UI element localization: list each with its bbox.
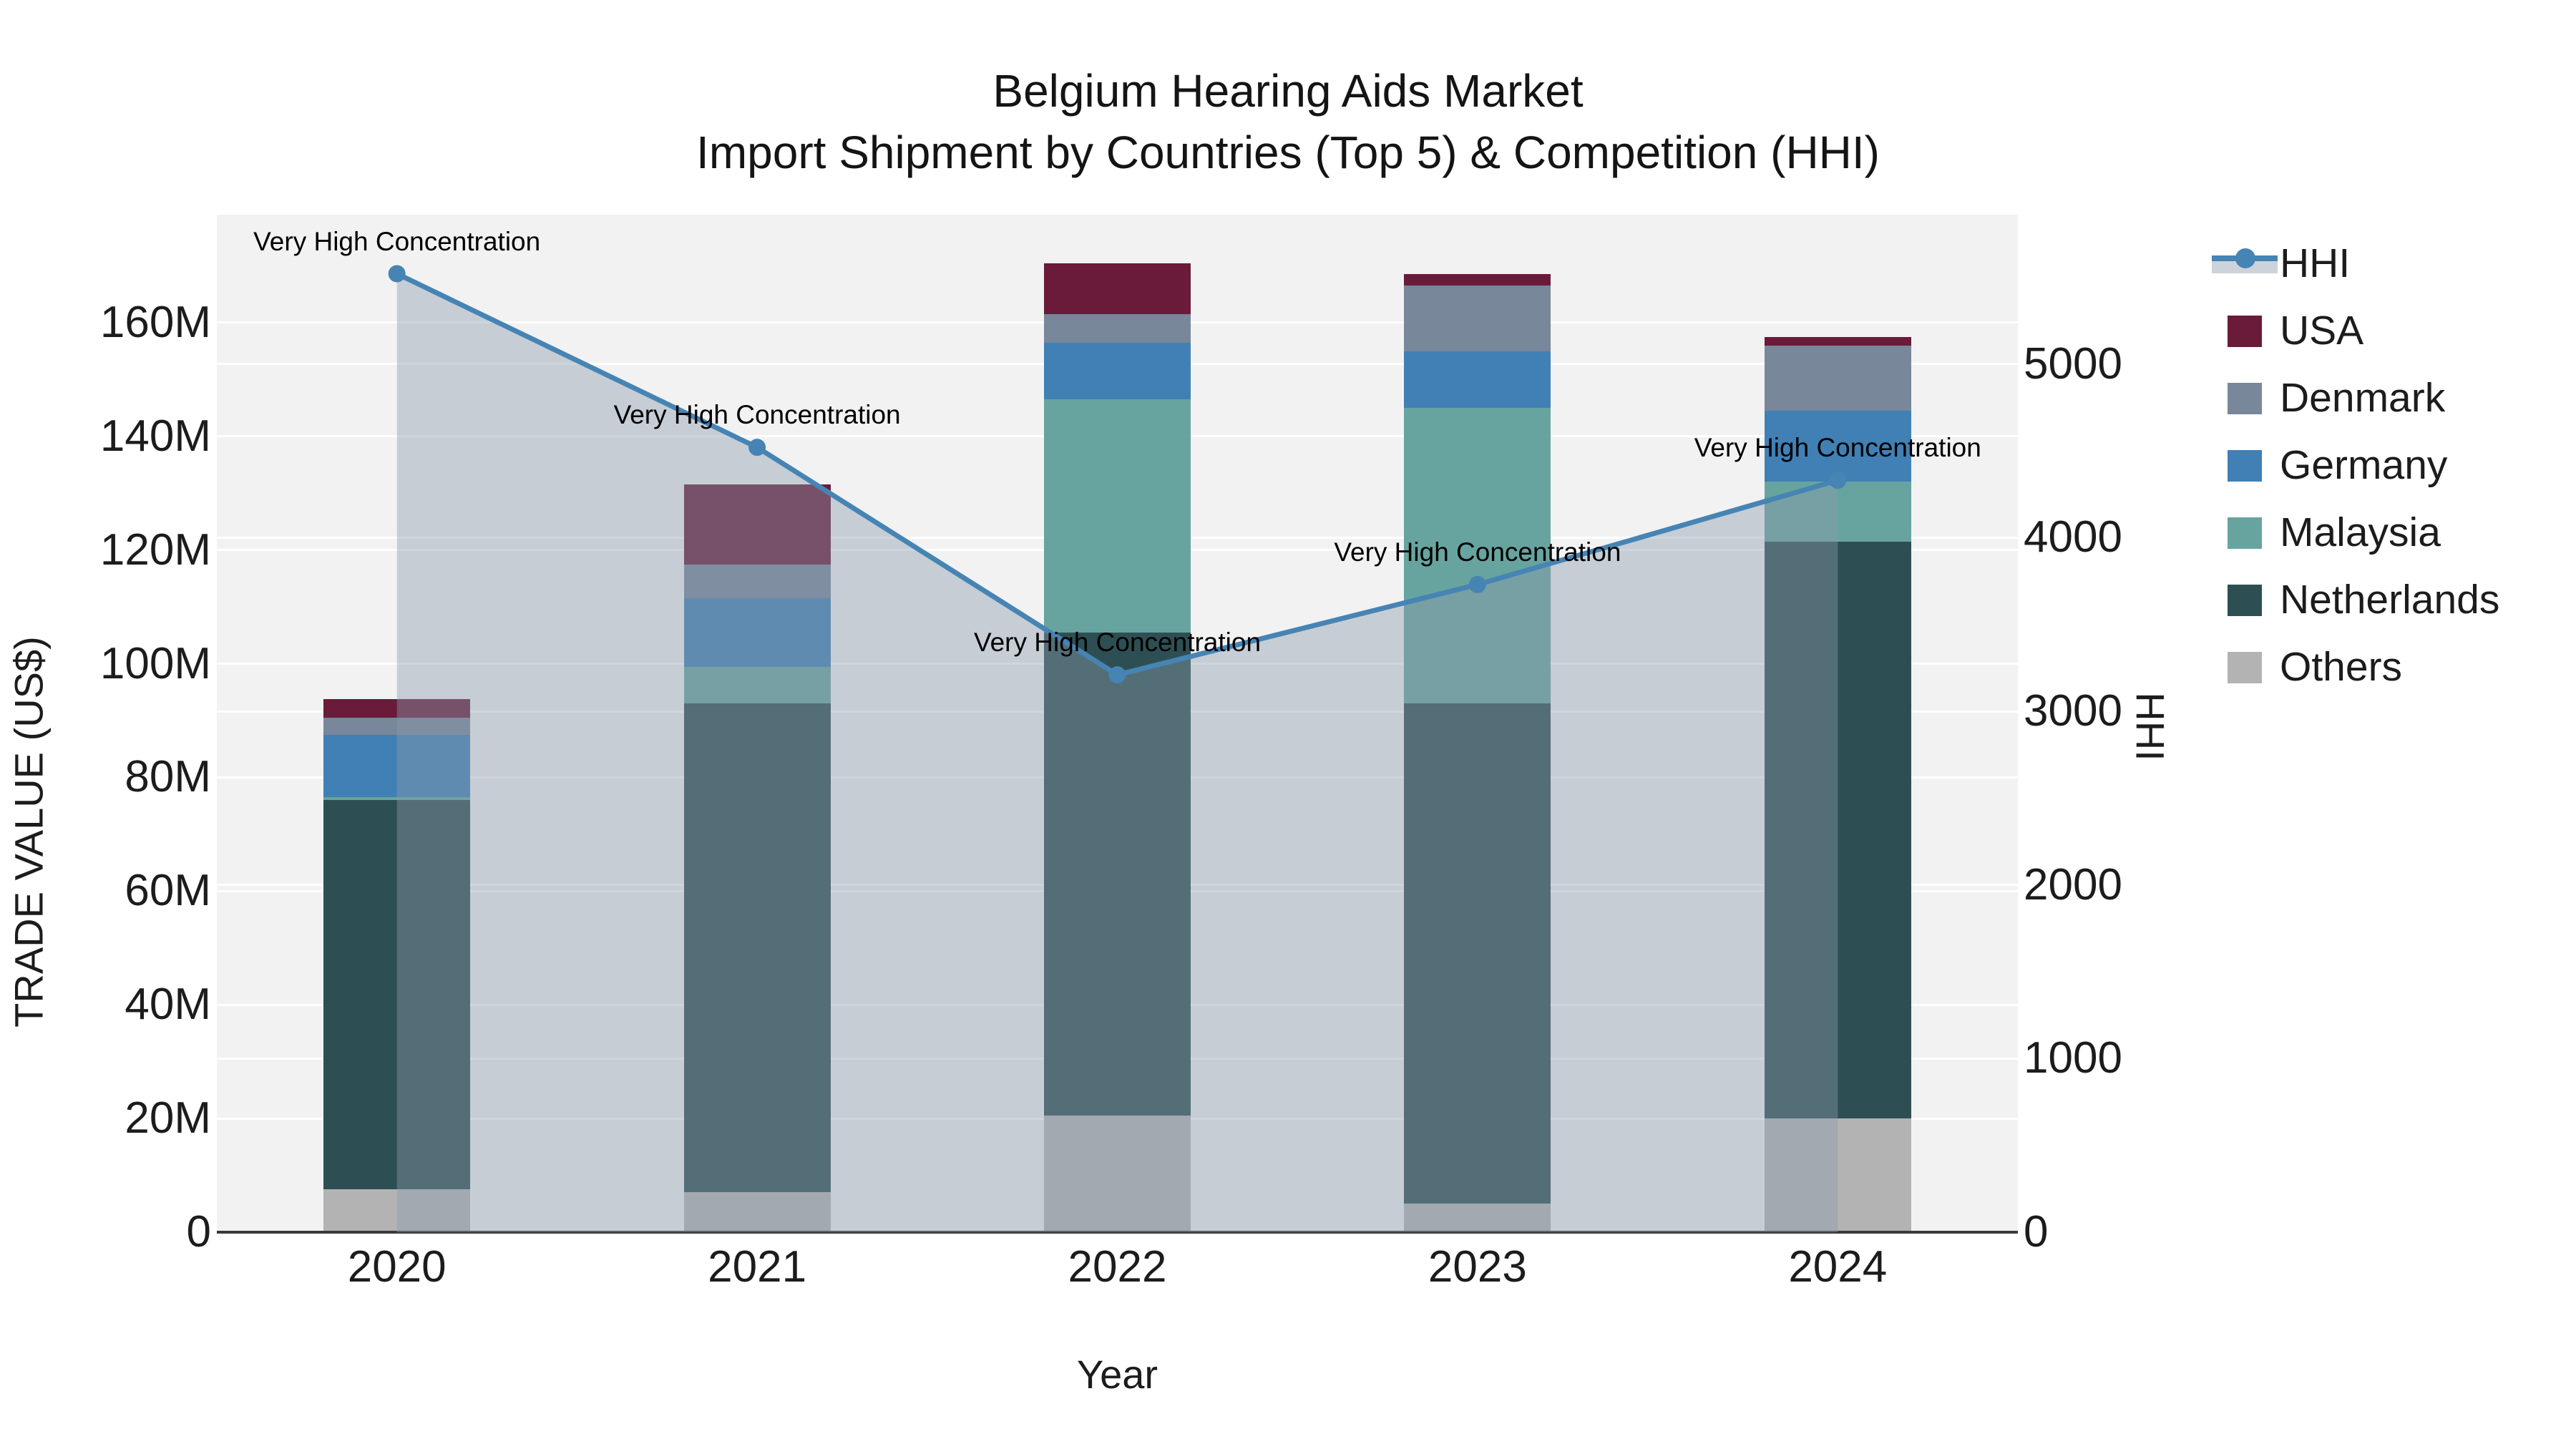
bar-2021-usa[interactable] <box>683 484 831 565</box>
bar-2022-denmark[interactable] <box>1044 314 1191 343</box>
legend-sample-others <box>2211 645 2278 688</box>
bar-2024-usa[interactable] <box>1764 336 1911 346</box>
y-left-axis-title: TRADE VALUE (US$) <box>6 636 52 1028</box>
y-left-tick-0: 0 <box>186 1207 211 1257</box>
legend-sample-netherlands <box>2211 578 2278 621</box>
bar-2023-usa[interactable] <box>1404 274 1551 286</box>
y-left-tick-140M: 140M <box>99 411 211 461</box>
x-tick-2024: 2024 <box>1788 1242 1888 1292</box>
legend: HHI USA Denmark Germany Malaysia Netherlands O… <box>2211 230 2499 701</box>
bar-2020-others[interactable] <box>323 1189 471 1232</box>
annotation-2024: Very High Concentration <box>1694 433 1981 463</box>
legend-item-denmark[interactable]: Denmark <box>2211 364 2499 431</box>
y-right-tick-1000: 1000 <box>2024 1033 2122 1083</box>
hhi-point-2023[interactable] <box>1468 575 1486 593</box>
bar-2020-usa[interactable] <box>323 698 471 718</box>
bar-2020-denmark[interactable] <box>323 718 471 735</box>
y-left-tick-160M: 160M <box>99 297 211 347</box>
legend-item-others[interactable]: Others <box>2211 633 2499 701</box>
legend-item-hhi[interactable]: HHI <box>2211 230 2499 297</box>
legend-sample-usa <box>2211 309 2278 352</box>
chart-title: Belgium Hearing Aids Market Import Shipm… <box>286 60 2290 183</box>
y-right-tick-3000: 3000 <box>2024 686 2122 736</box>
bar-2023-denmark[interactable] <box>1404 286 1551 351</box>
legend-sample-malaysia <box>2211 511 2278 554</box>
legend-label-others: Others <box>2280 644 2403 690</box>
y-left-tick-80M: 80M <box>125 752 211 802</box>
hhi-point-2021[interactable] <box>748 439 766 457</box>
bar-2021-denmark[interactable] <box>683 564 831 599</box>
bar-2020-malaysia[interactable] <box>323 797 471 801</box>
legend-label-usa: USA <box>2280 308 2364 353</box>
y-right-tick-4000: 4000 <box>2024 512 2122 562</box>
bar-2022-others[interactable] <box>1044 1116 1191 1232</box>
bar-2022-germany[interactable] <box>1044 342 1191 400</box>
legend-label-netherlands: Netherlands <box>2280 577 2500 623</box>
legend-item-malaysia[interactable]: Malaysia <box>2211 499 2499 566</box>
bar-2023-others[interactable] <box>1404 1204 1551 1232</box>
legend-label-denmark: Denmark <box>2280 375 2446 421</box>
hhi-marker-legend-icon <box>2235 248 2255 268</box>
bar-2024-denmark[interactable] <box>1764 345 1911 411</box>
legend-label-hhi: HHI <box>2280 240 2351 286</box>
bar-2023-netherlands[interactable] <box>1404 703 1551 1204</box>
bar-2024-malaysia[interactable] <box>1764 482 1911 542</box>
bar-2020-germany[interactable] <box>323 734 471 798</box>
chart-title-line2: Import Shipment by Countries (Top 5) & C… <box>696 127 1880 178</box>
y-right-tick-2000: 2000 <box>2024 859 2122 909</box>
x-axis-line <box>217 1231 2018 1234</box>
bar-2022-netherlands[interactable] <box>1044 632 1191 1116</box>
bar-2024-germany[interactable] <box>1764 411 1911 482</box>
annotation-2021: Very High Concentration <box>613 400 901 430</box>
legend-item-netherlands[interactable]: Netherlands <box>2211 566 2499 633</box>
legend-sample-germany <box>2211 444 2278 487</box>
hhi-point-2022[interactable] <box>1108 666 1126 684</box>
x-tick-2022: 2022 <box>1068 1242 1167 1292</box>
y-right-tick-5000: 5000 <box>2024 338 2122 389</box>
bar-2022-malaysia[interactable] <box>1044 399 1191 633</box>
legend-swatch-malaysia <box>2228 517 2262 549</box>
hhi-point-2020[interactable] <box>388 265 406 283</box>
bar-2021-malaysia[interactable] <box>683 666 831 704</box>
x-tick-2023: 2023 <box>1428 1242 1527 1292</box>
y-right-axis-title: HHI <box>2127 692 2173 761</box>
bar-2020-netherlands[interactable] <box>323 800 471 1190</box>
bar-2023-germany[interactable] <box>1404 351 1551 409</box>
legend-label-germany: Germany <box>2280 442 2448 488</box>
bar-2024-others[interactable] <box>1764 1118 1911 1232</box>
bar-2022-usa[interactable] <box>1044 263 1191 314</box>
legend-swatch-others <box>2228 652 2262 683</box>
legend-swatch-usa <box>2228 316 2262 347</box>
y-left-tick-60M: 60M <box>125 866 211 916</box>
bar-2021-netherlands[interactable] <box>683 703 831 1193</box>
y-left-tick-120M: 120M <box>99 525 211 575</box>
bar-2021-germany[interactable] <box>683 598 831 667</box>
x-tick-2021: 2021 <box>708 1242 807 1292</box>
legend-swatch-denmark <box>2228 383 2262 414</box>
legend-item-usa[interactable]: USA <box>2211 297 2499 364</box>
legend-label-malaysia: Malaysia <box>2280 509 2441 555</box>
x-axis-title: Year <box>1076 1352 1158 1397</box>
y-left-tick-100M: 100M <box>99 638 211 688</box>
legend-swatch-germany <box>2228 450 2262 482</box>
legend-swatch-netherlands <box>2228 585 2262 616</box>
annotation-2022: Very High Concentration <box>973 628 1262 658</box>
chart-title-line1: Belgium Hearing Aids Market <box>992 65 1584 117</box>
y-left-tick-40M: 40M <box>125 980 211 1030</box>
legend-item-germany[interactable]: Germany <box>2211 431 2499 499</box>
bar-2021-others[interactable] <box>683 1192 831 1232</box>
legend-sample-denmark <box>2211 376 2278 419</box>
hhi-point-2024[interactable] <box>1829 472 1847 489</box>
bar-2024-netherlands[interactable] <box>1764 541 1911 1119</box>
hhi-area-fill <box>396 273 1838 1232</box>
y-left-tick-20M: 20M <box>125 1093 211 1143</box>
legend-sample-hhi <box>2211 242 2278 285</box>
x-tick-2020: 2020 <box>347 1242 447 1292</box>
bar-2023-malaysia[interactable] <box>1404 408 1551 704</box>
annotation-2020: Very High Concentration <box>253 226 541 256</box>
y-right-tick-0: 0 <box>2024 1207 2049 1257</box>
annotation-2023: Very High Concentration <box>1334 537 1621 567</box>
